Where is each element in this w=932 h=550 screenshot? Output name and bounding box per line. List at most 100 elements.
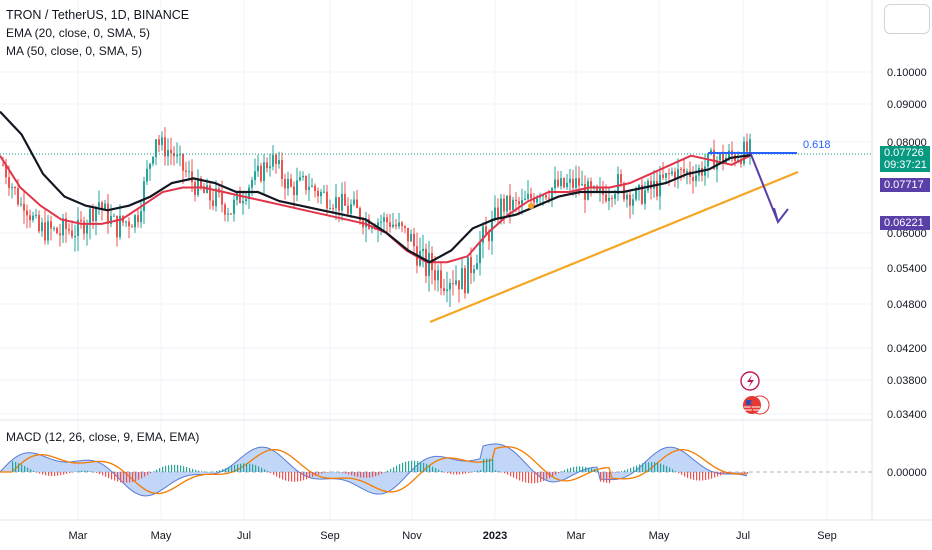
candle-body xyxy=(587,181,589,200)
macd-bar xyxy=(747,472,749,474)
chart-settings-button[interactable] xyxy=(884,4,930,34)
macd-bar xyxy=(108,472,110,479)
candle-body xyxy=(299,177,301,181)
candle-body xyxy=(368,218,370,229)
candle-body xyxy=(47,221,49,241)
x-tick-label: Sep xyxy=(817,530,837,542)
macd-bar xyxy=(579,466,581,472)
candle-body xyxy=(29,215,31,221)
macd-bar xyxy=(279,472,281,479)
macd-bar xyxy=(90,471,92,472)
candle-body xyxy=(650,180,652,189)
candle-body xyxy=(146,168,148,182)
macd-bar xyxy=(69,472,71,473)
macd-bar xyxy=(180,465,182,472)
projection-arrow xyxy=(749,151,779,223)
candle-body xyxy=(251,179,253,188)
macd-bar xyxy=(366,472,368,478)
macd-bar xyxy=(555,472,557,475)
macd-bar xyxy=(588,467,590,472)
macd-bar xyxy=(243,463,245,472)
candle-body xyxy=(506,195,508,212)
candle-body xyxy=(377,222,379,229)
macd-bar xyxy=(81,470,83,472)
macd-bar xyxy=(504,472,506,474)
candle-body xyxy=(272,154,274,167)
candle-body xyxy=(488,233,490,242)
macd-bar xyxy=(621,471,623,472)
x-tick-label: 2023 xyxy=(483,530,507,542)
macd-bar xyxy=(696,472,698,481)
candle-body xyxy=(269,166,271,169)
candle-body xyxy=(170,149,172,153)
macd-bar xyxy=(252,464,254,472)
candle-body xyxy=(203,187,205,194)
candle-body xyxy=(359,208,361,221)
candle-body xyxy=(440,270,442,289)
candle-body xyxy=(188,171,190,173)
candle-body xyxy=(509,195,511,210)
candle-body xyxy=(476,263,478,270)
candle-body xyxy=(548,197,550,199)
candle-body xyxy=(329,207,331,209)
macd-bar xyxy=(414,460,416,472)
candle-body xyxy=(62,218,64,236)
macd-bar xyxy=(159,468,161,472)
candle-body xyxy=(608,197,610,201)
candle-body xyxy=(683,168,685,173)
y-tick-label: 0.10000 xyxy=(887,67,927,79)
candle-body xyxy=(209,185,211,201)
macd-bar xyxy=(417,461,419,472)
candle-body xyxy=(557,179,559,187)
macd-bar xyxy=(645,462,647,472)
macd-bar xyxy=(396,465,398,472)
macd-bar xyxy=(216,470,218,472)
candle-body xyxy=(215,188,217,207)
x-tick-label: Sep xyxy=(320,530,340,542)
macd-bar xyxy=(603,472,605,483)
macd-bar xyxy=(207,471,209,473)
candle-body xyxy=(260,165,262,182)
candle-body xyxy=(179,154,181,156)
candle-body xyxy=(239,192,241,204)
candle-body xyxy=(317,190,319,197)
candle-body xyxy=(128,221,130,227)
macd-bar xyxy=(618,471,620,473)
candle-body xyxy=(563,178,565,188)
macd-bar xyxy=(522,472,524,482)
candle-body xyxy=(551,188,553,199)
y-tick-label: 0.06000 xyxy=(887,228,927,240)
x-tick-label: May xyxy=(151,530,172,542)
macd-bar xyxy=(681,472,683,475)
candle-body xyxy=(449,283,451,290)
macd-bar xyxy=(393,467,395,472)
candle-body xyxy=(719,153,721,161)
candle-body xyxy=(245,199,247,202)
macd-bar xyxy=(501,472,503,473)
macd-bar xyxy=(642,463,644,472)
candle-body xyxy=(353,199,355,205)
candle-body xyxy=(410,234,412,242)
candle-body xyxy=(155,139,157,157)
candle-body xyxy=(713,150,715,170)
candle-body xyxy=(350,204,352,214)
ema-line xyxy=(0,153,753,264)
candle-body xyxy=(194,182,196,196)
macd-bar xyxy=(699,472,701,481)
candle-body xyxy=(338,197,340,211)
candle-body xyxy=(11,187,13,189)
candle-body xyxy=(533,198,535,203)
macd-area xyxy=(0,443,747,496)
macd-bar xyxy=(606,472,608,483)
candle-body xyxy=(326,191,328,209)
macd-bar xyxy=(372,472,374,478)
macd-bar xyxy=(309,472,311,479)
candle-body xyxy=(398,222,400,227)
macd-bar xyxy=(201,471,203,472)
macd-bar xyxy=(582,466,584,472)
macd-legend: MACD (12, 26, close, 9, EMA, EMA) xyxy=(6,430,200,444)
ma-legend: MA (50, close, 0, SMA, 5) xyxy=(6,44,143,58)
macd-bar xyxy=(456,472,458,475)
